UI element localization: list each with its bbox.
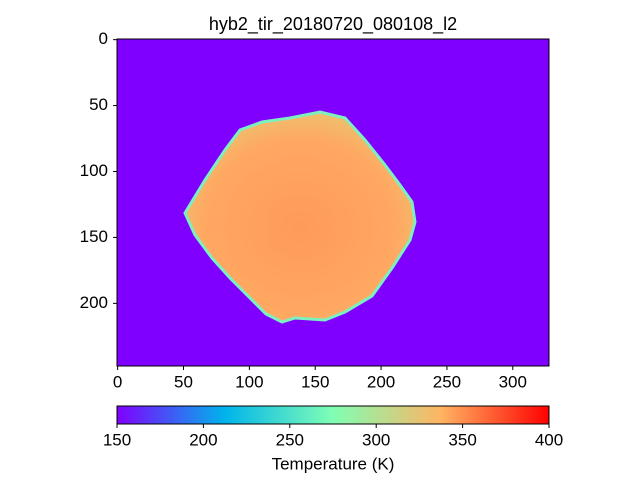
x-tick-label: 250 [433, 372, 461, 391]
colorbar-tick-label: 300 [362, 430, 390, 449]
y-tick-label: 150 [80, 227, 108, 246]
chart-title: hyb2_tir_20180720_080108_l2 [209, 14, 457, 35]
x-tick-label: 300 [499, 372, 527, 391]
plot-frame [116, 38, 550, 367]
colorbar-tick-label: 200 [189, 430, 217, 449]
asteroid-image [183, 110, 417, 324]
x-tick-label: 0 [113, 372, 122, 391]
y-tick-label: 50 [89, 95, 108, 114]
colorbar [116, 405, 550, 425]
colorbar-tick-label: 350 [448, 430, 476, 449]
y-tick-label: 200 [80, 293, 108, 312]
colorbar-label: Temperature (K) [272, 454, 395, 473]
x-tick-label: 100 [235, 372, 263, 391]
colorbar-tick-label: 250 [276, 430, 304, 449]
colorbar-tick-label: 400 [535, 430, 563, 449]
colorbar-tick-label: 150 [103, 430, 131, 449]
x-tick-label: 150 [301, 372, 329, 391]
x-tick-label: 200 [367, 372, 395, 391]
y-tick-label: 0 [99, 29, 108, 48]
x-tick-label: 50 [174, 372, 193, 391]
y-tick-label: 100 [80, 161, 108, 180]
